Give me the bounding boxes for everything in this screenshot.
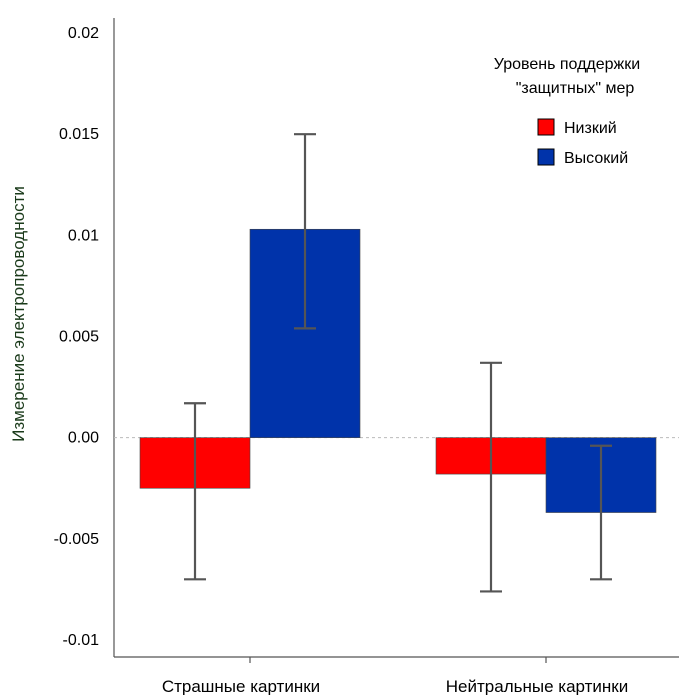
y-tick-label: -0.01 bbox=[63, 632, 100, 649]
legend-title-line2: "защитных" мер bbox=[516, 80, 635, 97]
x-category-label: Страшные картинки bbox=[162, 677, 320, 695]
y-ticks: 0.02 0.015 0.01 0.005 0.00 -0.005 -0.01 bbox=[54, 25, 99, 649]
y-axis-label: Измерение электропроводности bbox=[9, 186, 28, 442]
y-tick-label: 0.015 bbox=[59, 126, 99, 143]
legend-label-high: Высокий bbox=[564, 150, 628, 167]
x-category-label: Нейтральные картинки bbox=[446, 677, 628, 695]
bars bbox=[139, 228, 657, 513]
axes bbox=[113, 18, 679, 658]
legend-title-line1: Уровень поддержки bbox=[494, 56, 640, 73]
legend-swatch-high bbox=[537, 148, 555, 166]
legend-label-low: Низкий bbox=[564, 120, 617, 137]
y-tick-label: 0.01 bbox=[68, 227, 99, 244]
y-tick-label: 0.00 bbox=[68, 430, 99, 447]
error-bars bbox=[184, 133, 612, 593]
y-tick-label: 0.02 bbox=[68, 25, 99, 42]
y-tick-label: -0.005 bbox=[54, 531, 99, 548]
legend: Уровень поддержки "защитных" мер Низкий … bbox=[494, 56, 640, 167]
x-categories: Страшные картинки Нейтральные картинки bbox=[162, 657, 628, 695]
legend-swatch-low bbox=[537, 118, 555, 136]
y-tick-label: 0.005 bbox=[59, 329, 99, 346]
